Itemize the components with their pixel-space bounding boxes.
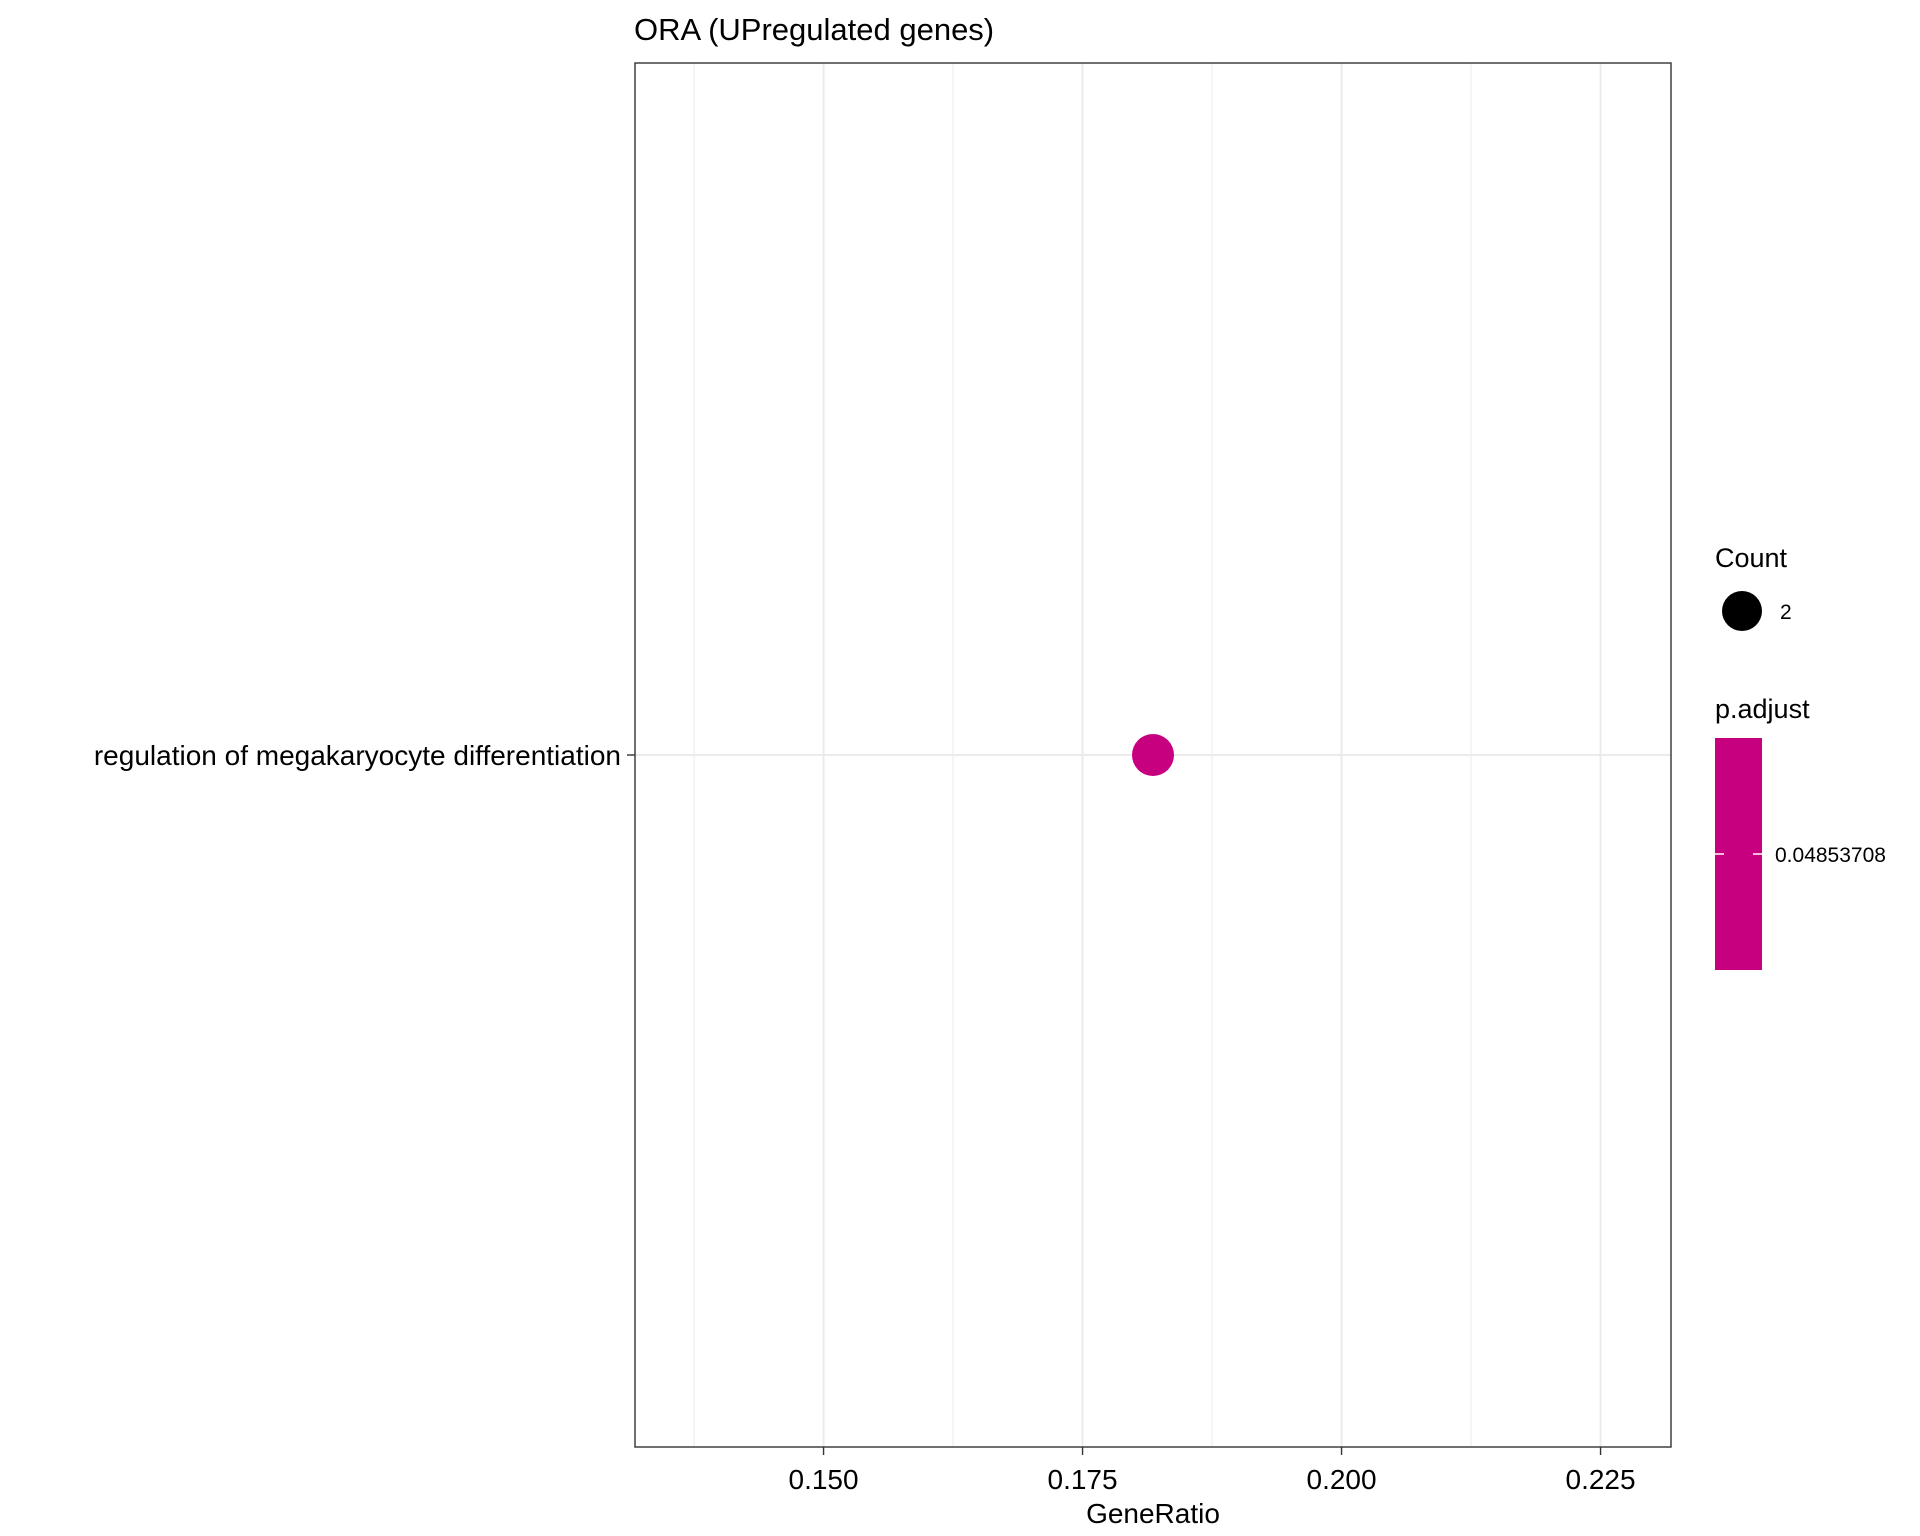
- y-tick-label: regulation of megakaryocyte differentiat…: [94, 740, 621, 771]
- x-tick-label: 0.150: [789, 1464, 859, 1495]
- color-bar-label: 0.04853708: [1775, 844, 1886, 867]
- y-axis: regulation of megakaryocyte differentiat…: [94, 740, 635, 771]
- data-points: [1132, 734, 1174, 776]
- x-axis: 0.150 0.175 0.200 0.225: [789, 1447, 1636, 1495]
- legend-p-adjust: p.adjust 0.04853708: [1715, 694, 1886, 970]
- grid-lines: [635, 63, 1671, 1447]
- legend-count: Count 2: [1715, 543, 1792, 631]
- x-axis-title: GeneRatio: [1086, 1498, 1220, 1529]
- legend-count-key: [1722, 591, 1762, 631]
- legend-count-keys: 2: [1722, 591, 1792, 631]
- data-point: [1132, 734, 1174, 776]
- legend-count-title: Count: [1715, 543, 1788, 573]
- legend-count-label: 2: [1780, 601, 1792, 624]
- legend-p-adjust-title: p.adjust: [1715, 694, 1810, 724]
- x-tick-label: 0.175: [1048, 1464, 1118, 1495]
- x-tick-label: 0.200: [1307, 1464, 1377, 1495]
- x-tick-label: 0.225: [1566, 1464, 1636, 1495]
- chart-title: ORA (UPregulated genes): [634, 12, 994, 47]
